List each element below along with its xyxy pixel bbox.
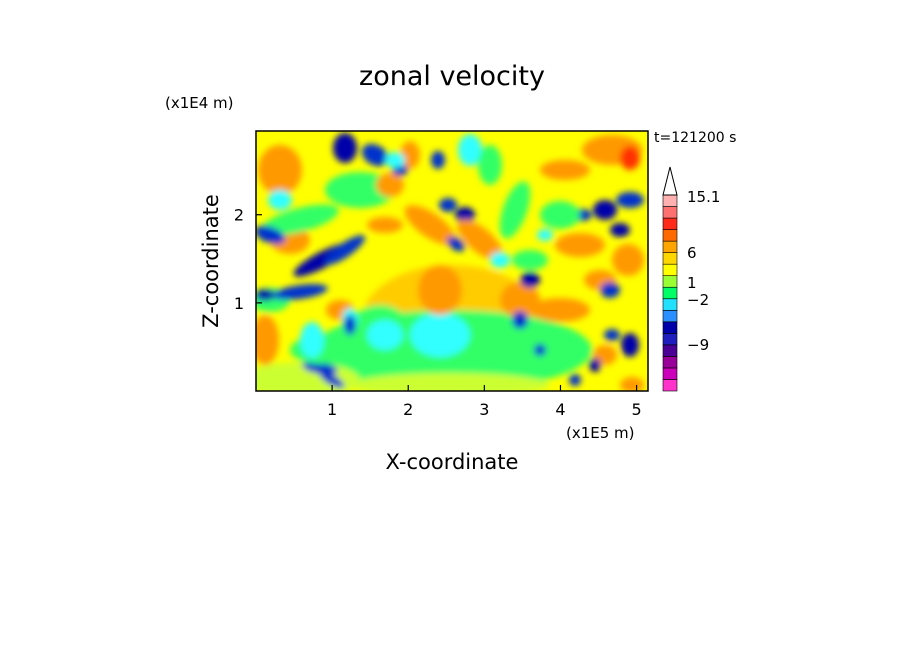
colorbar-level: [662, 309, 678, 323]
colorbar-level: [662, 298, 678, 311]
plot-frame: [255, 130, 649, 392]
velocity-contour: [439, 198, 457, 212]
colorbar-level: [662, 367, 678, 380]
velocity-contour: [612, 244, 644, 276]
colorbar: 15.1 6 1−2 −9: [662, 166, 720, 392]
velocity-contour: [512, 250, 548, 270]
velocity-contour: [376, 173, 404, 197]
velocity-contour: [418, 265, 462, 315]
y-axis: 12: [234, 206, 262, 313]
velocity-contour: [361, 143, 389, 167]
velocity-contour: [447, 236, 465, 252]
velocity-contour: [400, 141, 420, 169]
velocity-contour: [512, 311, 528, 329]
velocity-contour: [530, 298, 590, 322]
velocity-contour: [324, 235, 366, 265]
velocity-contour: [350, 373, 550, 391]
colorbar-level: [662, 252, 678, 265]
velocity-contour: [268, 190, 292, 210]
velocity-contour: [534, 344, 546, 356]
velocity-contour: [302, 361, 338, 375]
velocity-contour: [540, 201, 580, 229]
velocity-contour: [500, 282, 540, 318]
colorbar-level: [662, 344, 678, 357]
velocity-contour: [589, 358, 601, 372]
velocity-contour: [499, 181, 531, 239]
velocity-contour: [478, 145, 502, 185]
x-tick-label: 3: [479, 400, 489, 419]
x-unit-label: (x1E5 m): [566, 424, 635, 442]
colorbar-label: 6: [687, 244, 697, 262]
x-tick-label: 5: [631, 400, 641, 419]
colorbar-level: [662, 194, 678, 207]
velocity-contour: [610, 223, 630, 237]
velocity-contour: [404, 205, 456, 245]
velocity-contour: [569, 374, 581, 386]
y-axis-label: Z-coordinate: [199, 194, 223, 328]
x-tick-label: 2: [403, 400, 413, 419]
velocity-contour: [555, 233, 605, 257]
y-tick-label: 2: [234, 206, 244, 225]
velocity-contour: [457, 219, 503, 261]
velocity-contour: [593, 200, 617, 220]
velocity-field: [256, 131, 648, 391]
velocity-contour: [300, 322, 324, 358]
velocity-contour: [256, 362, 360, 391]
velocity-contour: [319, 371, 345, 389]
velocity-contour: [385, 152, 405, 168]
velocity-contour: [367, 217, 403, 233]
colorbar-label: −9: [687, 336, 709, 354]
velocity-contour: [620, 146, 640, 170]
colorbar-label: −2: [687, 291, 709, 309]
colorbar-level: [662, 240, 678, 253]
x-axis-label: X-coordinate: [386, 450, 519, 474]
velocity-contour: [258, 145, 302, 195]
velocity-contour: [256, 225, 286, 245]
colorbar-level: [662, 217, 678, 230]
velocity-contour: [537, 229, 553, 241]
x-tick-label: 4: [555, 400, 565, 419]
velocity-contour: [621, 333, 639, 357]
velocity-contour: [616, 192, 644, 208]
velocity-contour: [431, 151, 445, 169]
velocity-contour: [367, 320, 403, 350]
velocity-contour: [410, 313, 470, 357]
velocity-contour: [604, 329, 620, 341]
velocity-contour: [600, 282, 620, 298]
velocity-contour: [458, 134, 482, 166]
x-axis: 1 2 3 4 5: [327, 385, 642, 419]
colorbar-level: [662, 379, 678, 392]
colorbar-level: [662, 275, 678, 288]
colorbar-level: [662, 206, 678, 219]
colorbar-level: [662, 333, 678, 346]
velocity-contour: [272, 284, 328, 300]
colorbar-level: [662, 356, 678, 369]
velocity-contour: [256, 315, 279, 365]
colorbar-overflow-arrow: [662, 166, 678, 196]
velocity-contour: [520, 272, 540, 288]
velocity-contour: [261, 204, 339, 236]
velocity-contour: [256, 289, 275, 301]
colorbar-label: 15.1: [687, 188, 720, 206]
velocity-contour: [540, 160, 590, 180]
velocity-contour: [620, 377, 644, 391]
velocity-contour: [490, 252, 510, 268]
colorbar-level: [662, 229, 678, 242]
chart-title: zonal velocity: [359, 61, 545, 92]
colorbar-label: 1: [687, 274, 697, 292]
velocity-contour: [333, 133, 357, 163]
colorbar-level: [662, 286, 678, 300]
time-label: t=121200 s: [654, 130, 736, 146]
colorbar-level: [662, 263, 678, 277]
y-unit-label: (x1E4 m): [165, 94, 234, 112]
velocity-contour: [344, 315, 356, 335]
x-tick-label: 1: [327, 400, 337, 419]
y-tick-label: 1: [234, 294, 244, 313]
velocity-contour: [455, 207, 475, 223]
colorbar-level: [662, 321, 678, 334]
